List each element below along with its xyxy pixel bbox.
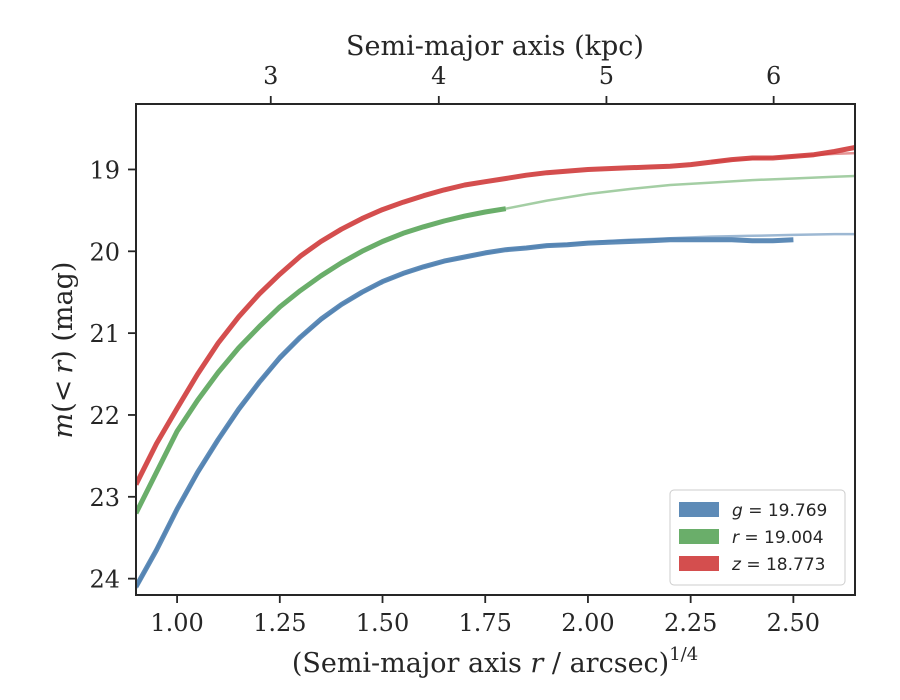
series-group	[136, 144, 855, 590]
y-axis: 19 20 21 22 23 24	[89, 156, 136, 594]
y-tick-label: 20	[89, 238, 120, 266]
y-tick-label: 21	[89, 320, 120, 348]
profile-line-g	[136, 237, 794, 589]
y-tick-label: 24	[89, 566, 120, 594]
plot-area	[136, 144, 855, 590]
x-tick-label: 1.25	[253, 609, 306, 637]
x-axis-label: (Semi-major axis r / arcsec)1/4	[292, 644, 698, 679]
plot-frame	[135, 103, 856, 596]
top-axis-label: Semi-major axis (kpc)	[346, 31, 644, 62]
model-line-r	[505, 174, 855, 210]
y-axis-label: m(<r) (mag)	[48, 262, 79, 439]
top-axis: 3 4 5 6	[263, 62, 781, 104]
top-tick-label: 3	[263, 62, 278, 90]
legend-label-z: z = 18.773	[731, 555, 825, 575]
x-axis: 1.00 1.25 1.50 1.75 2.00 2.25 2.50	[150, 595, 820, 637]
x-tick-label: 2.25	[664, 609, 717, 637]
legend-label-r: r = 19.004	[732, 528, 824, 548]
x-tick-label: 1.75	[459, 609, 512, 637]
legend: g = 19.769 r = 19.004 z = 18.773	[669, 489, 846, 586]
legend-swatch-z	[679, 556, 719, 571]
y-tick-label: 23	[89, 484, 120, 512]
x-tick-label: 2.50	[767, 609, 820, 637]
legend-swatch-g	[679, 502, 719, 517]
x-tick-label: 1.00	[150, 609, 203, 637]
top-tick-label: 4	[431, 62, 446, 90]
profile-line-r	[136, 206, 507, 515]
profile-line-z	[136, 144, 855, 486]
x-tick-label: 1.50	[356, 609, 409, 637]
legend-label-g: g = 19.769	[732, 501, 827, 521]
x-tick-label: 2.00	[561, 609, 614, 637]
y-tick-label: 22	[89, 402, 120, 430]
top-tick-label: 6	[766, 62, 781, 90]
y-tick-label: 19	[89, 156, 120, 184]
top-tick-label: 5	[599, 62, 614, 90]
legend-swatch-r	[679, 529, 719, 544]
